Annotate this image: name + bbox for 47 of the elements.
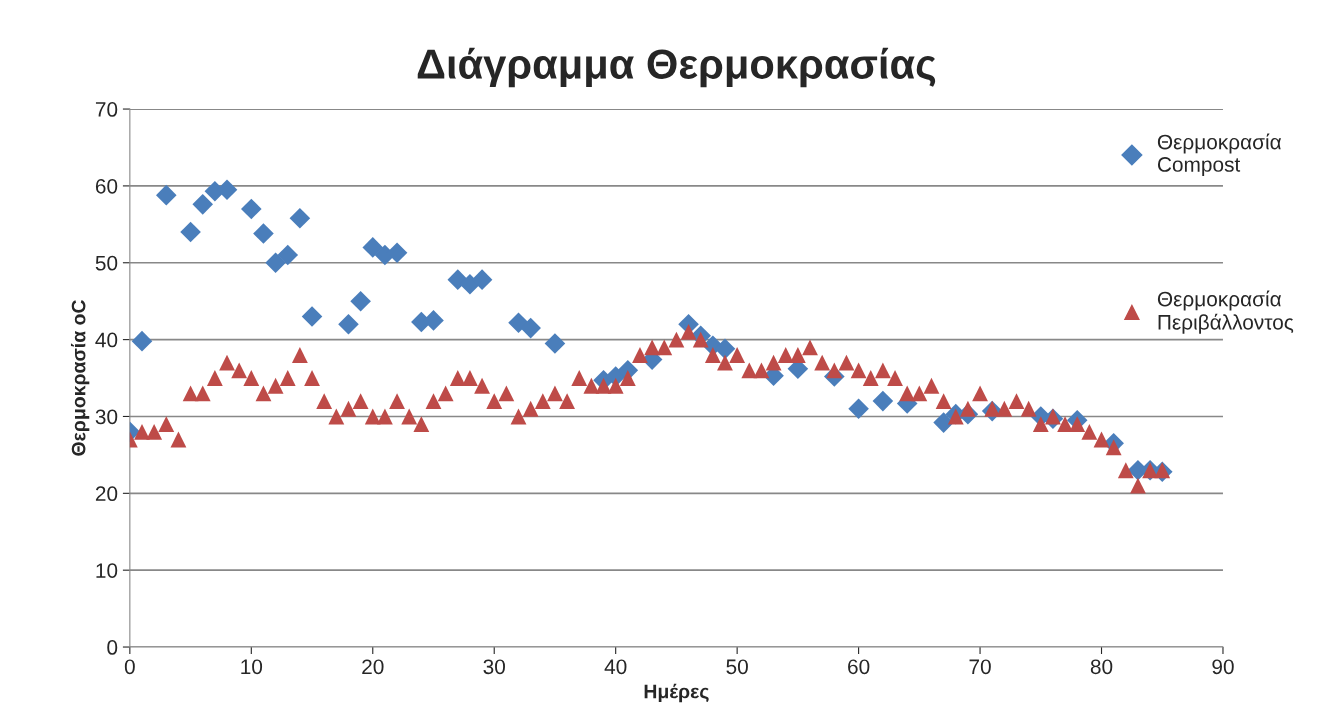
point xyxy=(459,273,481,295)
point xyxy=(180,221,201,243)
y-tick-label: 60 xyxy=(95,178,118,194)
point xyxy=(241,198,262,220)
legend-label: Θερμοκρασία Περιβάλλοντος xyxy=(1157,290,1294,334)
y-tick-label: 0 xyxy=(107,640,118,655)
point xyxy=(544,333,566,354)
y-tick-label: 40 xyxy=(95,332,118,348)
x-axis-title: Ημέρες xyxy=(644,683,709,703)
point xyxy=(423,310,444,331)
point xyxy=(520,317,541,339)
x-tick-label: 30 xyxy=(483,659,505,675)
point xyxy=(714,338,736,360)
point xyxy=(508,312,529,334)
point xyxy=(277,244,299,266)
x-tick-label: 0 xyxy=(124,659,135,675)
point xyxy=(471,269,493,290)
y-tick-label: 50 xyxy=(95,255,118,271)
x-tick-label: 70 xyxy=(969,659,991,675)
point xyxy=(192,194,214,215)
y-tick-label: 30 xyxy=(95,409,118,425)
point xyxy=(155,184,177,206)
point xyxy=(131,330,153,352)
y-tick-label: 70 xyxy=(95,102,118,117)
point xyxy=(301,306,323,327)
x-tick-label: 60 xyxy=(848,659,870,675)
x-tick-label: 40 xyxy=(604,659,627,675)
point xyxy=(253,223,274,244)
point xyxy=(350,290,371,312)
y-axis-title: Θερμοκρασία oC xyxy=(70,300,90,456)
point xyxy=(848,398,869,420)
y-tick-label: 20 xyxy=(95,486,118,502)
point xyxy=(289,207,311,229)
point xyxy=(386,242,408,264)
point xyxy=(933,412,954,433)
y-tick-label: 10 xyxy=(96,563,118,578)
point xyxy=(338,313,359,335)
x-tick-label: 20 xyxy=(362,659,384,675)
x-tick-label: 50 xyxy=(726,659,748,675)
point xyxy=(265,252,286,274)
x-tick-label: 80 xyxy=(1090,659,1113,675)
x-tick-label: 90 xyxy=(1212,659,1234,675)
x-tick-label: 10 xyxy=(241,659,263,675)
legend-label: Θερμοκρασία Compost xyxy=(1157,133,1282,176)
chart-title: Διάγραμμα Θερμοκρασίας xyxy=(417,47,936,88)
point xyxy=(872,390,894,412)
point xyxy=(362,237,384,258)
